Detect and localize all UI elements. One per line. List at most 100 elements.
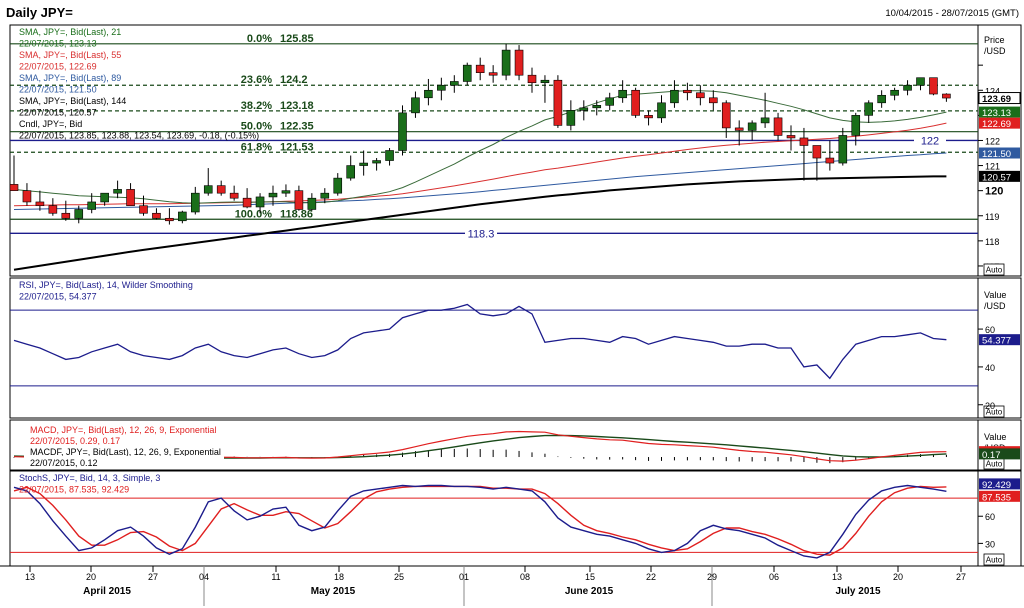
stoch-tick-label: 60 bbox=[985, 512, 995, 522]
rsi-last-value: 54.377 bbox=[982, 336, 1011, 347]
x-tick-label: 06 bbox=[769, 572, 779, 582]
candle-body bbox=[9, 184, 19, 191]
stoch-legend-entry: 22/07/2015, 87.535, 92.429 bbox=[19, 485, 129, 495]
fib-value-label: 125.85 bbox=[280, 33, 314, 45]
macd-legend-bg bbox=[24, 445, 224, 456]
price-legend-entry: 22/07/2015, 122.69 bbox=[19, 62, 97, 72]
candle-body bbox=[579, 107, 589, 111]
candle-body bbox=[942, 93, 951, 99]
price-last-value: 123.69 bbox=[982, 94, 1011, 105]
rsi-tick-label: 20 bbox=[985, 401, 995, 411]
candle-body bbox=[501, 49, 511, 76]
candle-body bbox=[216, 185, 226, 194]
fib-pct-label: 61.8% bbox=[241, 141, 272, 153]
candle-body bbox=[87, 201, 96, 210]
candle-body bbox=[229, 192, 239, 199]
rsi-tick-label: 40 bbox=[985, 363, 995, 373]
candle-body bbox=[22, 190, 32, 203]
candle-body bbox=[255, 196, 265, 208]
candle-body bbox=[644, 115, 653, 119]
candle-body bbox=[74, 209, 84, 219]
rsi-legend-entry: 22/07/2015, 54.377 bbox=[19, 292, 97, 302]
candle-body bbox=[100, 192, 109, 203]
candle-body bbox=[929, 77, 938, 95]
price-last-value: 121.50 bbox=[982, 149, 1011, 160]
candle-body bbox=[605, 97, 615, 106]
horizontal-line-label-bg bbox=[914, 133, 946, 147]
candle-body bbox=[126, 189, 135, 207]
candle-body bbox=[864, 102, 874, 116]
fib-value-label: 124.2 bbox=[280, 74, 308, 86]
rsi-last-value-box bbox=[979, 334, 1020, 346]
x-tick-label: 13 bbox=[25, 572, 35, 582]
price-tick-label: 121 bbox=[985, 162, 1000, 172]
x-tick-label: 22 bbox=[646, 572, 656, 582]
horizontal-line-label: 122 bbox=[921, 135, 939, 147]
candle-body bbox=[462, 64, 472, 82]
candle-body bbox=[191, 192, 200, 213]
candle-body bbox=[333, 177, 343, 194]
candle-body bbox=[449, 81, 459, 86]
candle-body bbox=[670, 89, 679, 104]
stoch-last-value-box bbox=[979, 490, 1020, 502]
price-last-value-box bbox=[978, 92, 1021, 105]
price-last-value: 120.57 bbox=[982, 172, 1011, 183]
fib-value-label: 123.18 bbox=[280, 100, 314, 112]
candle-body bbox=[165, 217, 174, 222]
candle-body bbox=[437, 84, 446, 91]
fib-pct-label: 100.0% bbox=[235, 208, 273, 220]
candle-body bbox=[398, 112, 407, 151]
price-axis-unit: /USD bbox=[984, 46, 1006, 56]
candle-body bbox=[152, 212, 161, 219]
macd-last-value-box bbox=[979, 448, 1020, 460]
x-tick-label: 20 bbox=[893, 572, 903, 582]
candle-body bbox=[786, 135, 796, 139]
candle-body bbox=[618, 89, 627, 99]
candle-body bbox=[281, 190, 291, 194]
macd-legend-entry: 22/07/2015, 0.29, 0.17 bbox=[30, 436, 120, 446]
candle-body bbox=[385, 150, 394, 161]
auto-button bbox=[983, 553, 1005, 566]
price-axis-title: Price bbox=[984, 35, 1005, 45]
candle-body bbox=[734, 127, 744, 131]
candle-body bbox=[411, 97, 420, 114]
candle-body bbox=[48, 205, 58, 214]
rsi-line bbox=[13, 303, 947, 380]
price-last-value-box bbox=[979, 170, 1020, 182]
auto-button-label: Auto bbox=[986, 460, 1003, 469]
macd-legend-bg bbox=[24, 456, 224, 467]
x-month-label: April 2015 bbox=[83, 586, 131, 597]
x-month-label: May 2015 bbox=[311, 586, 356, 597]
candle-body bbox=[268, 192, 278, 198]
candle-body bbox=[35, 201, 45, 207]
candle-body bbox=[747, 122, 757, 131]
candle-body bbox=[683, 89, 692, 94]
candle-body bbox=[916, 77, 925, 86]
price-legend-entry: Cndl, JPY=, Bid bbox=[19, 119, 82, 129]
x-tick-label: 20 bbox=[86, 572, 96, 582]
candle-body bbox=[838, 135, 848, 164]
horizontal-line-label: 118.3 bbox=[468, 228, 495, 240]
price-last-value-box bbox=[979, 106, 1020, 118]
axis-frame-rsi bbox=[977, 277, 1022, 419]
auto-button-label: Auto bbox=[986, 266, 1003, 275]
x-month-label: June 2015 bbox=[565, 586, 614, 597]
auto-button bbox=[983, 263, 1005, 276]
sma-144-line bbox=[13, 175, 947, 271]
x-tick-label: 18 bbox=[334, 572, 344, 582]
candle-body bbox=[61, 212, 71, 219]
auto-button-label: Auto bbox=[986, 408, 1003, 417]
chart-title: Daily JPY= bbox=[6, 5, 73, 20]
x-tick-label: 25 bbox=[394, 572, 404, 582]
x-tick-label: 11 bbox=[271, 572, 280, 582]
candle-body bbox=[294, 190, 304, 210]
price-legend-entry: SMA, JPY=, Bid(Last), 55 bbox=[19, 50, 121, 60]
price-legend-entry: SMA, JPY=, Bid(Last), 144 bbox=[19, 96, 126, 106]
x-tick-label: 13 bbox=[832, 572, 842, 582]
macd-last-value: 0.17 bbox=[982, 450, 1001, 461]
candle-body bbox=[708, 97, 718, 104]
price-legend-entry: 22/07/2015, 121.50 bbox=[19, 85, 97, 95]
candle-body bbox=[592, 105, 602, 109]
rsi-axis-title: Value bbox=[984, 290, 1006, 300]
stoch-tick-label: 30 bbox=[985, 539, 995, 549]
